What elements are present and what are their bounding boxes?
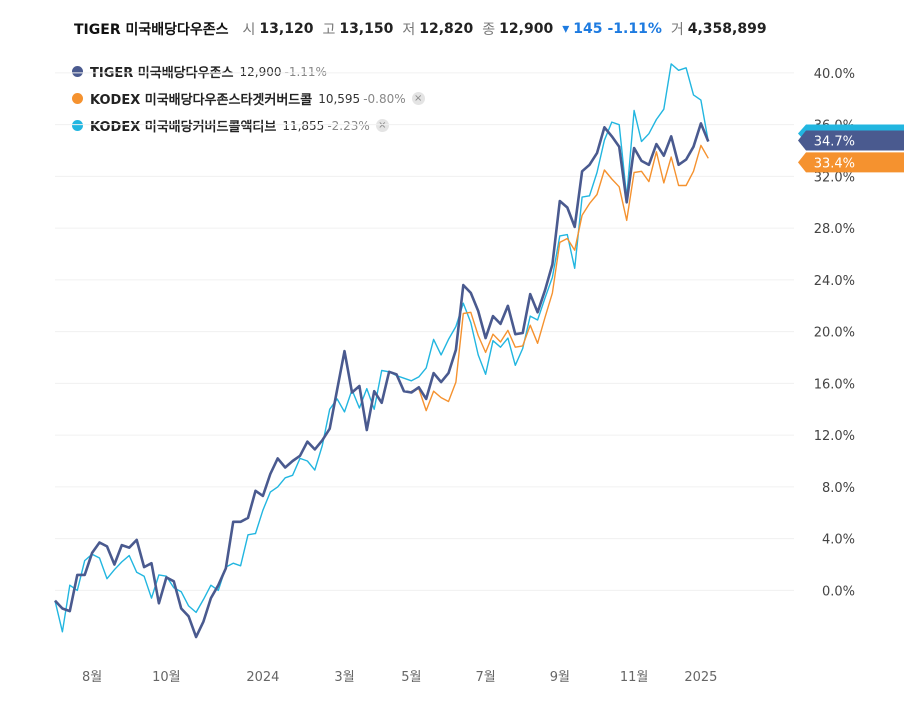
legend-series-value: 10,595: [318, 91, 361, 106]
y-tick-label: 40.0%: [814, 67, 855, 82]
last-value-tag-kodex-target-covered-call-text: 33.4%: [814, 156, 855, 171]
open-label: 시: [242, 22, 256, 38]
change-value: 145: [573, 21, 603, 37]
legend-series-change: -0.80%: [363, 91, 406, 106]
series-line-kodex-target-covered-call: [411, 144, 709, 412]
high-label: 고: [322, 22, 336, 38]
x-tick-label: 7월: [475, 670, 495, 685]
y-tick-label: 4.0%: [822, 533, 855, 548]
legend-series-name: KODEX 미국배당다우존스타겟커버드콜: [90, 93, 313, 108]
legend-item-kodex-target-covered-call[interactable]: KODEX 미국배당다우존스타겟커버드콜 10,595 -0.80% ×: [72, 85, 425, 112]
y-tick-label: 12.0%: [814, 429, 855, 444]
low-label: 저: [402, 22, 416, 38]
last-value-tags: 33.4% 34.7%: [798, 124, 904, 173]
series-color-dot: [72, 120, 83, 131]
y-tick-label: 24.0%: [814, 274, 855, 289]
legend-series-name: KODEX 미국배당커버드콜액티브: [90, 120, 277, 135]
x-tick-label: 5월: [401, 670, 421, 685]
legend-series-change: -1.11%: [284, 64, 327, 79]
y-tick-label: 32.0%: [814, 170, 855, 185]
remove-series-close-icon[interactable]: ×: [411, 92, 425, 105]
legend-series-change: -2.23%: [327, 118, 370, 133]
last-value-tag-tiger-text: 34.7%: [814, 134, 855, 149]
legend-item-kodex-covered-call-active[interactable]: KODEX 미국배당커버드콜액티브 11,855 -2.23% ×: [72, 112, 425, 139]
change-percent: -1.11%: [607, 21, 662, 37]
remove-series-close-icon[interactable]: ×: [375, 119, 389, 132]
volume-label: 거: [670, 22, 684, 38]
change-down-icon: ▾: [562, 21, 570, 37]
close-label: 종: [482, 22, 496, 38]
close-value: 12,900: [499, 21, 554, 37]
x-tick-label: 11월: [620, 670, 649, 685]
series-lines: [54, 63, 710, 639]
series-line-kodex-covered-call-active: [54, 63, 709, 633]
x-tick-label: 9월: [550, 670, 570, 685]
chart-legend: TIGER 미국배당다우존스 12,900 -1.11% KODEX 미국배당다…: [72, 58, 425, 139]
y-tick-label: 28.0%: [814, 222, 855, 237]
y-tick-label: 0.0%: [822, 584, 855, 599]
quote-name: TIGER 미국배당다우존스: [74, 22, 229, 38]
gridlines: [55, 72, 794, 591]
quote-header: TIGER 미국배당다우존스 시 13,120 고 13,150 저 12,82…: [74, 18, 776, 40]
volume-value: 4,358,899: [687, 21, 767, 37]
legend-item-tiger[interactable]: TIGER 미국배당다우존스 12,900 -1.11%: [72, 58, 425, 85]
open-value: 13,120: [259, 21, 314, 37]
y-tick-label: 8.0%: [822, 481, 855, 496]
y-tick-label: 16.0%: [814, 377, 855, 392]
x-tick-label: 10월: [152, 670, 181, 685]
x-tick-label: 8월: [82, 670, 102, 685]
series-color-dot: [72, 66, 83, 77]
x-tick-label: 2024: [246, 670, 279, 685]
legend-series-value: 12,900: [239, 64, 282, 79]
y-tick-label: 20.0%: [814, 326, 855, 341]
x-tick-label: 3월: [334, 670, 354, 685]
last-value-tag-tiger: [798, 130, 904, 151]
legend-series-name: TIGER 미국배당다우존스: [90, 66, 234, 81]
series-color-dot: [72, 93, 83, 104]
high-value: 13,150: [339, 21, 394, 37]
legend-series-value: 11,855: [282, 118, 325, 133]
x-axis-ticks: 8월 10월 2024 3월 5월 7월 9월 11월 2025: [82, 670, 717, 685]
series-line-tiger: [54, 122, 710, 639]
x-tick-label: 2025: [684, 670, 717, 685]
last-value-tag-kodex-target-covered-call: [798, 152, 904, 173]
low-value: 12,820: [419, 21, 474, 37]
